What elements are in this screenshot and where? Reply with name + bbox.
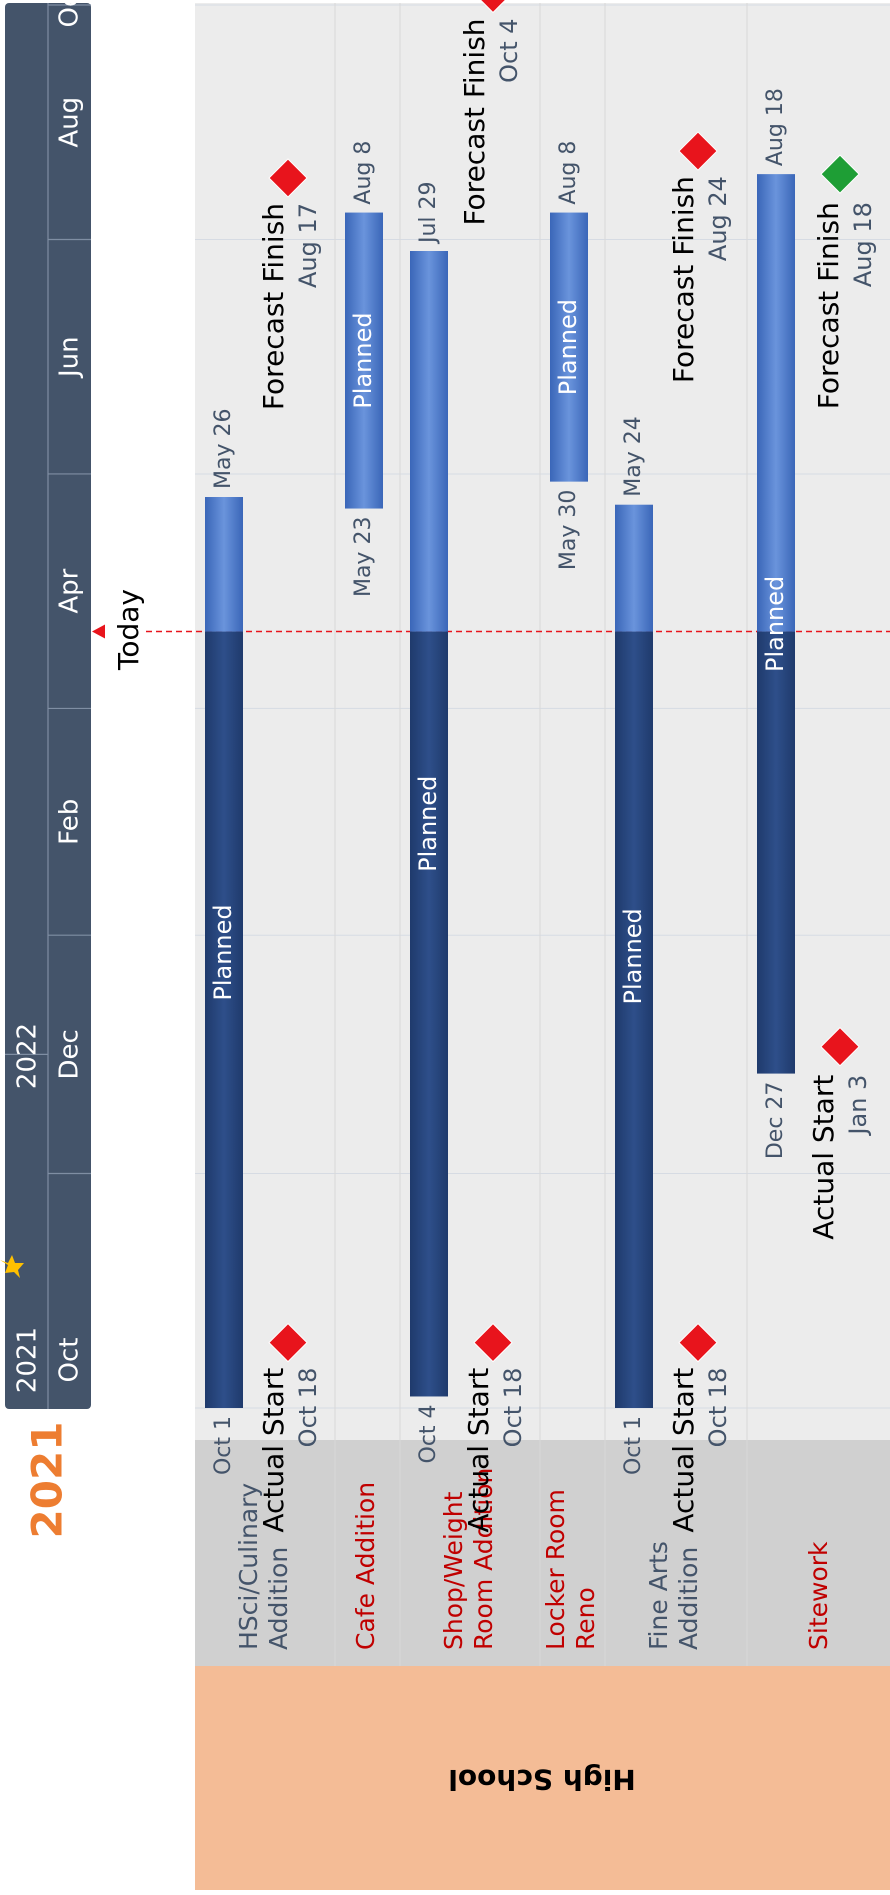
task-name-column xyxy=(195,1440,890,1666)
milestone-label: Actual Start xyxy=(257,1368,290,1533)
milestone-diamond-icon xyxy=(678,1322,718,1363)
milestone-date-label: Oct 18 xyxy=(499,1368,527,1448)
year-title: 2021 xyxy=(23,1422,72,1539)
task-start-label: May 30 xyxy=(556,490,581,570)
task-bar-label: Planned xyxy=(414,776,442,872)
milestone-diamond-icon xyxy=(678,131,718,171)
task-end-label: Aug 8 xyxy=(556,141,581,205)
task-start-label: Dec 27 xyxy=(763,1082,788,1160)
task-start-label: Oct 1 xyxy=(211,1416,236,1475)
task-bar-planned xyxy=(550,212,588,482)
task-name-label: Fine Arts xyxy=(644,1541,673,1650)
today-label: Today xyxy=(112,589,145,671)
task-start-label: May 23 xyxy=(351,517,376,597)
task-bar-planned xyxy=(757,174,795,632)
task-bar-completed xyxy=(615,631,653,1408)
task-bar-planned xyxy=(410,251,448,632)
today-marker-icon xyxy=(92,624,105,639)
task-end-label: May 26 xyxy=(211,409,236,489)
task-bar-planned xyxy=(615,504,653,632)
group-column xyxy=(195,1666,890,1890)
task-name-label: Reno xyxy=(571,1587,600,1650)
task-end-label: Aug 18 xyxy=(763,88,788,166)
task-bar-label: Planned xyxy=(209,904,237,1000)
task-name-label: Addition xyxy=(674,1547,703,1650)
milestone-date-label: Jan 3 xyxy=(844,1075,872,1137)
milestone-label: Actual Start xyxy=(807,1075,840,1240)
task-name-label: Shop/Weight xyxy=(439,1491,468,1650)
task-bar-completed xyxy=(410,631,448,1397)
star-icon xyxy=(0,1255,24,1278)
task-bar-label: Planned xyxy=(619,908,647,1004)
milestone-label: Forecast Finish xyxy=(667,176,700,383)
task-end-label: May 24 xyxy=(621,416,646,496)
milestone-date-label: Aug 24 xyxy=(704,176,732,261)
task-name-label: Locker Room xyxy=(541,1489,570,1650)
milestone-label: Forecast Finish xyxy=(458,18,491,225)
group-label: High School xyxy=(448,1763,636,1796)
milestone-diamond-icon xyxy=(820,1026,860,1067)
task-bar-label: Planned xyxy=(554,299,582,395)
milestone-diamond-icon xyxy=(268,158,308,198)
month-label: Jun xyxy=(55,336,85,379)
year-label-2022: 2022 xyxy=(13,1023,43,1089)
task-name-label: Addition xyxy=(264,1547,293,1650)
milestone-label: Forecast Finish xyxy=(257,203,290,410)
milestone-date-label: Aug 17 xyxy=(294,203,322,288)
milestone-date-label: Oct 18 xyxy=(704,1368,732,1448)
year-label-2021: 2021 xyxy=(13,1327,43,1393)
milestone-date-label: Oct 18 xyxy=(294,1368,322,1448)
task-bar-label: Planned xyxy=(761,576,789,672)
task-name-label: HSci/Culinary xyxy=(234,1483,263,1650)
task-end-label: Jul 29 xyxy=(416,181,441,245)
month-label: Dec xyxy=(55,1029,85,1079)
milestone-diamond-icon xyxy=(820,154,860,194)
month-label: Feb xyxy=(55,799,85,845)
month-label: Oct xyxy=(55,1338,85,1383)
milestone-date-label: Oct 4 xyxy=(495,18,523,82)
task-start-label: Oct 4 xyxy=(416,1404,441,1463)
task-bar-planned xyxy=(205,497,243,632)
task-name-label: Sitework xyxy=(804,1541,833,1650)
milestone-label: Forecast Finish xyxy=(812,202,845,409)
milestone-label: Actual Start xyxy=(667,1368,700,1533)
task-name-label: Room Addition xyxy=(469,1468,498,1650)
task-start-label: Oct 1 xyxy=(621,1416,646,1475)
task-bar-label: Planned xyxy=(349,312,377,408)
milestone-diamond-icon xyxy=(479,0,507,14)
task-name-label: Cafe Addition xyxy=(351,1482,380,1650)
month-label: Apr xyxy=(55,568,85,613)
task-end-label: Aug 8 xyxy=(351,141,376,205)
task-bar-completed xyxy=(205,631,243,1408)
task-bar-completed xyxy=(757,631,795,1074)
milestone-diamond-icon xyxy=(268,1322,308,1363)
task-bar-planned xyxy=(345,212,383,509)
month-label: Aug xyxy=(55,97,85,148)
milestone-diamond-icon xyxy=(473,1322,513,1363)
milestone-label: Actual Start xyxy=(462,1368,495,1533)
milestone-date-label: Aug 18 xyxy=(849,202,877,287)
month-label: Oct xyxy=(55,0,85,27)
